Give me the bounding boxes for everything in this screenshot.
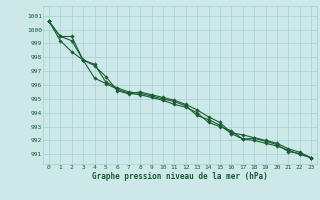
X-axis label: Graphe pression niveau de la mer (hPa): Graphe pression niveau de la mer (hPa) bbox=[92, 172, 268, 181]
